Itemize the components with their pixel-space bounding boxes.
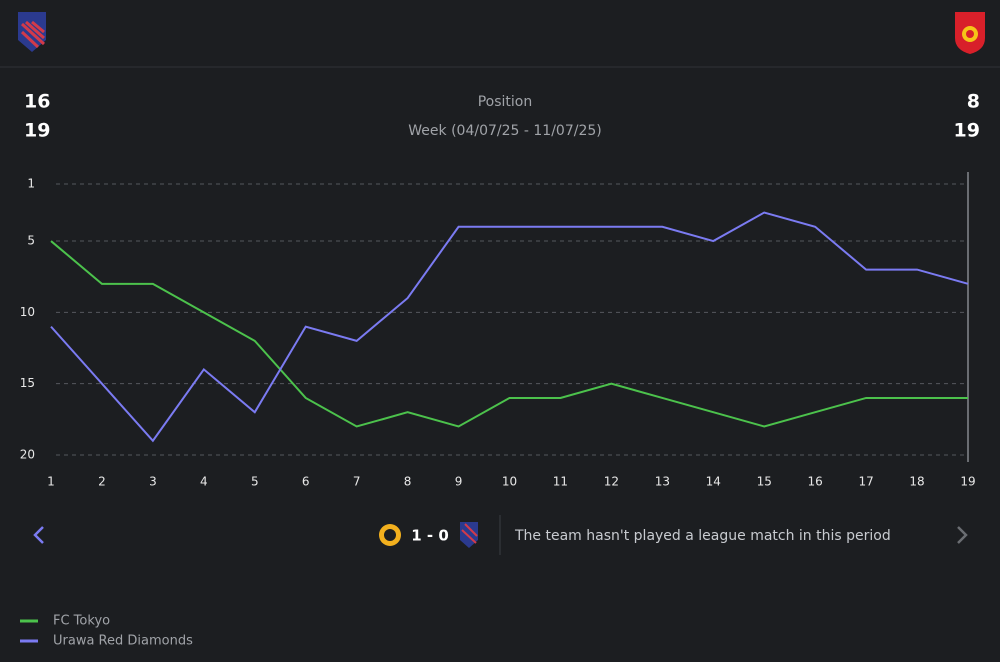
legend-label: FC Tokyo <box>53 614 110 629</box>
message: The team hasn't played a league match in… <box>514 528 891 544</box>
right-week: 19 <box>954 120 980 142</box>
subtitle: Week (04/07/25 - 11/07/25) <box>408 123 601 139</box>
x-tick-label: 19 <box>960 475 975 489</box>
right-position: 8 <box>967 91 980 113</box>
x-tick-label: 9 <box>455 475 463 489</box>
y-tick-label: 15 <box>20 376 35 390</box>
next-button[interactable] <box>957 526 968 544</box>
y-tick-label: 10 <box>20 305 35 319</box>
fc-tokyo-small-logo <box>460 522 478 548</box>
x-tick-label: 15 <box>757 475 772 489</box>
x-tick-label: 18 <box>909 475 924 489</box>
x-tick-label: 10 <box>502 475 517 489</box>
x-tick-label: 1 <box>47 475 55 489</box>
score: 1 - 0 <box>411 527 449 545</box>
y-tick-label: 20 <box>20 448 35 462</box>
x-tick-label: 3 <box>149 475 157 489</box>
y-tick-label: 1 <box>27 177 35 191</box>
fc-tokyo-logo[interactable] <box>18 12 46 52</box>
title: Position <box>478 94 533 110</box>
x-tick-label: 6 <box>302 475 310 489</box>
x-tick-label: 4 <box>200 475 208 489</box>
opponent-logo <box>379 524 401 546</box>
x-tick-label: 5 <box>251 475 259 489</box>
x-tick-label: 2 <box>98 475 106 489</box>
x-tick-label: 8 <box>404 475 412 489</box>
urawa-logo[interactable] <box>955 12 985 54</box>
legend-label: Urawa Red Diamonds <box>53 634 193 649</box>
x-tick-label: 13 <box>655 475 670 489</box>
left-week: 19 <box>24 120 50 142</box>
x-tick-label: 16 <box>808 475 823 489</box>
y-tick-label: 5 <box>27 234 35 248</box>
x-tick-label: 11 <box>553 475 568 489</box>
x-tick-label: 14 <box>706 475 721 489</box>
prev-button[interactable] <box>33 526 44 544</box>
line-series <box>50 240 968 428</box>
left-position: 16 <box>24 91 50 113</box>
line-series <box>50 211 969 443</box>
x-tick-label: 17 <box>858 475 873 489</box>
x-tick-label: 12 <box>604 475 619 489</box>
x-tick-label: 7 <box>353 475 361 489</box>
